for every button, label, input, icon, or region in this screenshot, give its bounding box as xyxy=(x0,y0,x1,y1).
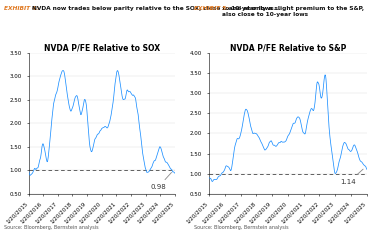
Text: Source: Bloomberg, Bernstein analysis: Source: Bloomberg, Bernstein analysis xyxy=(4,225,98,230)
Title: NVDA P/FE Relative to SOX: NVDA P/FE Relative to SOX xyxy=(44,43,160,52)
Text: EXHIBIT 4:: EXHIBIT 4: xyxy=(4,6,40,11)
Title: NVDA P/FE Relative to S&P: NVDA P/FE Relative to S&P xyxy=(230,43,346,52)
Text: ...and at only a slight premium to the S&P, also close to 10-year lows: ...and at only a slight premium to the S… xyxy=(222,6,364,17)
Text: NVDA now trades below parity relative to the SOX, close to 10-year lows...: NVDA now trades below parity relative to… xyxy=(32,6,281,11)
Text: Source: Bloomberg, Bernstein analysis: Source: Bloomberg, Bernstein analysis xyxy=(194,225,288,230)
Text: 0.98: 0.98 xyxy=(150,172,171,191)
Text: EXHIBIT 5:: EXHIBIT 5: xyxy=(194,6,230,11)
Text: 1.14: 1.14 xyxy=(340,169,363,185)
